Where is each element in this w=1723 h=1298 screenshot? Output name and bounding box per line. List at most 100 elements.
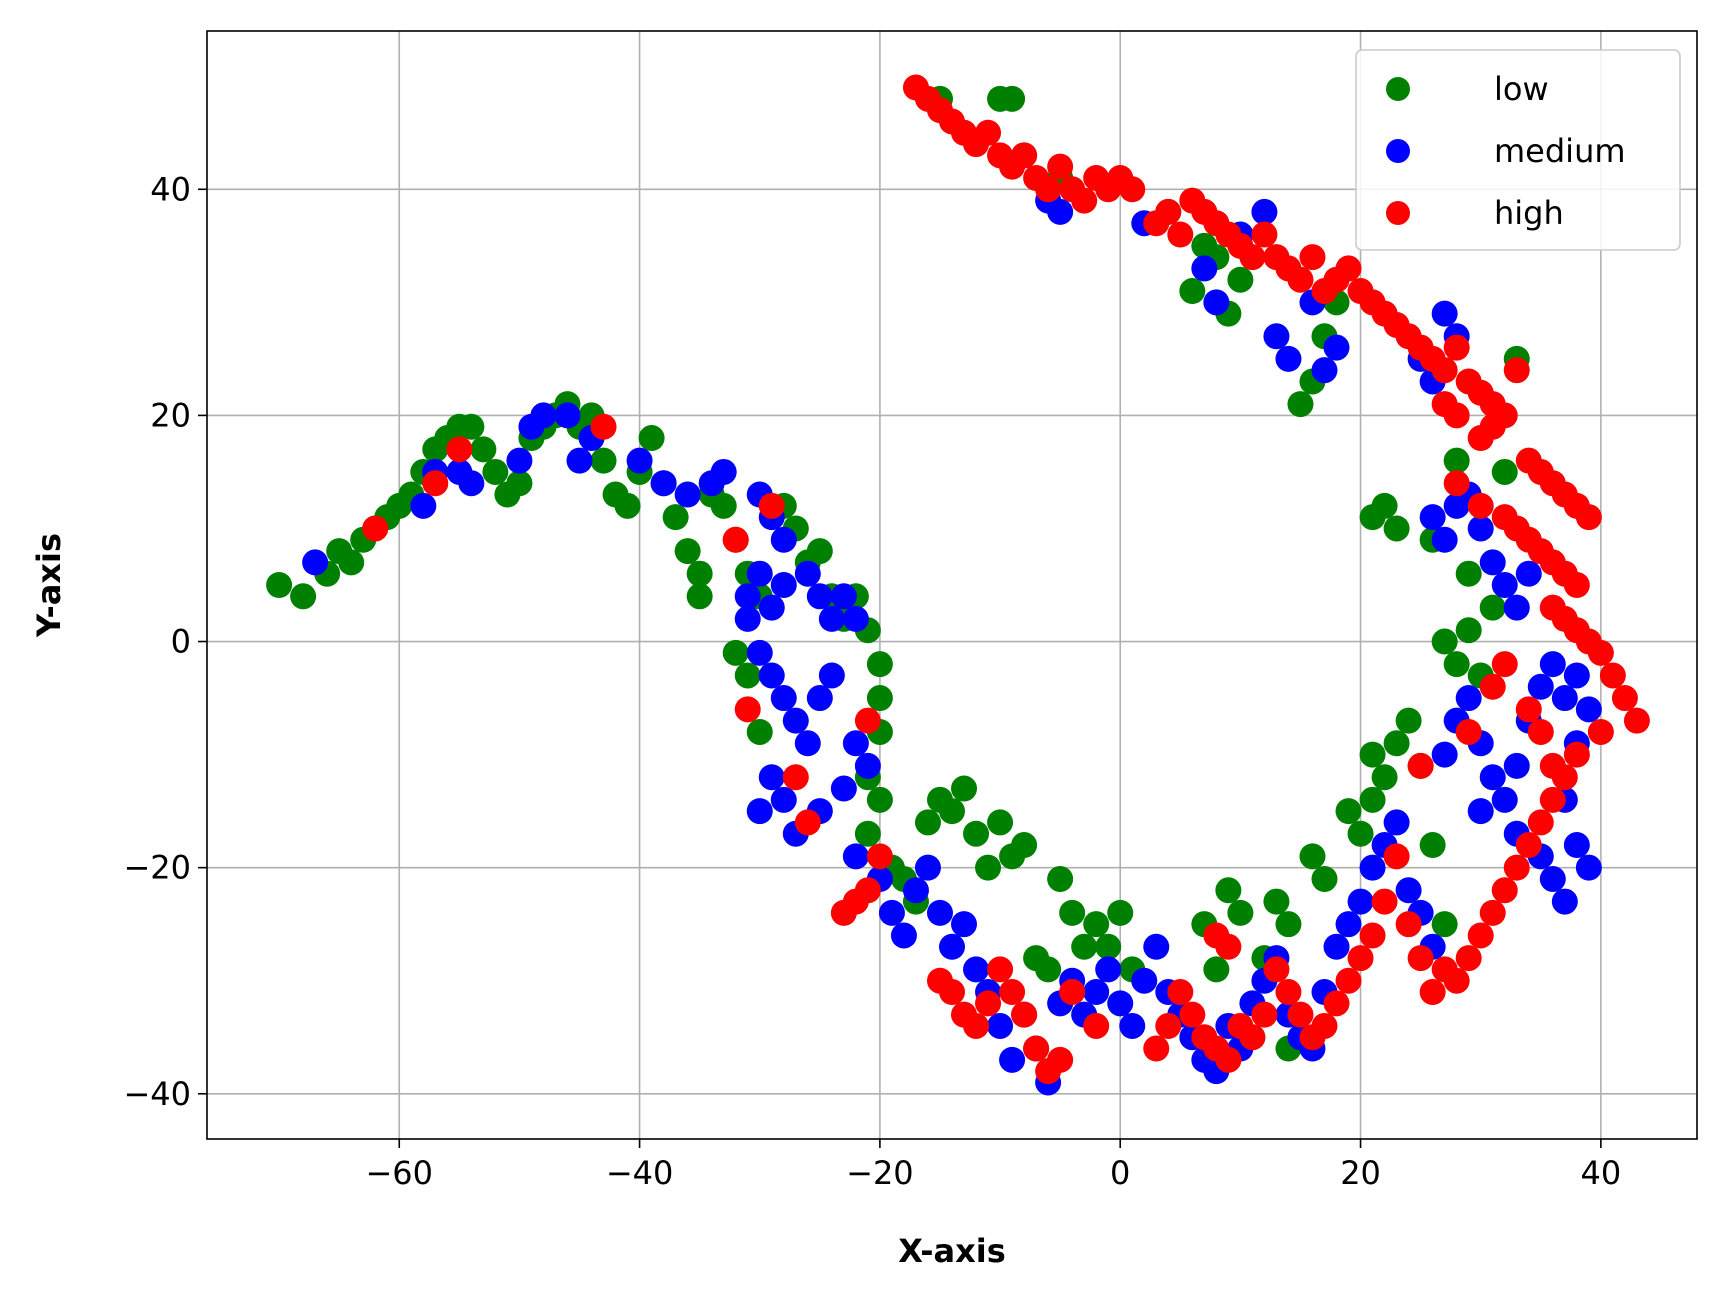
data-point-medium — [1143, 933, 1170, 960]
data-point-medium — [1191, 255, 1218, 282]
data-point-medium — [818, 662, 845, 689]
data-point-medium — [830, 583, 857, 610]
data-point-low — [722, 639, 749, 666]
data-point-medium — [830, 775, 857, 802]
data-point-high — [1611, 685, 1638, 712]
x-axis-label: X-axis — [898, 1232, 1006, 1270]
data-point-medium — [842, 605, 869, 632]
data-point-low — [1359, 741, 1386, 768]
data-point-medium — [842, 730, 869, 757]
data-point-high — [1047, 153, 1074, 180]
data-point-medium — [1539, 865, 1566, 892]
data-point-high — [1515, 832, 1542, 859]
data-point-high — [1059, 979, 1086, 1006]
data-point-low — [1227, 266, 1254, 293]
data-point-high — [734, 696, 761, 723]
data-point-high — [1083, 1012, 1110, 1039]
data-point-low — [1083, 911, 1110, 938]
data-point-high — [1455, 945, 1482, 972]
data-point-high — [1503, 357, 1530, 384]
data-point-low — [1275, 911, 1302, 938]
x-tick-label: 20 — [1340, 1154, 1381, 1192]
data-point-low — [1383, 515, 1410, 542]
data-point-high — [1443, 334, 1470, 361]
data-point-high — [1227, 1012, 1254, 1039]
data-point-high — [446, 436, 473, 463]
data-point-medium — [1119, 1012, 1146, 1039]
y-tick-label: −40 — [123, 1075, 191, 1113]
data-point-medium — [1203, 289, 1230, 316]
data-point-medium — [758, 662, 785, 689]
data-point-low — [1287, 391, 1314, 418]
data-point-medium — [734, 605, 761, 632]
legend-box — [1355, 49, 1681, 251]
data-point-high — [1011, 1001, 1038, 1028]
data-point-high — [1563, 741, 1590, 768]
data-point-high — [1251, 1001, 1278, 1028]
data-point-low — [987, 809, 1014, 836]
data-point-medium — [1347, 888, 1374, 915]
data-point-low — [1347, 820, 1374, 847]
data-point-high — [975, 990, 1002, 1017]
data-point-low — [866, 685, 893, 712]
data-point-low — [1095, 933, 1122, 960]
data-point-high — [1575, 504, 1602, 531]
data-point-high — [866, 843, 893, 870]
data-point-high — [1143, 1035, 1170, 1062]
data-point-low — [266, 572, 293, 598]
data-point-high — [794, 809, 821, 836]
data-point-low — [1383, 730, 1410, 757]
data-point-low — [1479, 594, 1506, 621]
data-point-medium — [1263, 323, 1290, 350]
data-point-medium — [710, 458, 737, 485]
data-point-high — [1587, 718, 1614, 745]
data-point-low — [614, 492, 641, 519]
data-point-low — [470, 436, 497, 463]
data-point-medium — [1431, 741, 1458, 768]
data-point-medium — [758, 764, 785, 791]
data-point-low — [1443, 447, 1470, 474]
x-tick-label: −20 — [846, 1154, 914, 1192]
data-point-low — [1431, 911, 1458, 938]
data-point-medium — [734, 583, 761, 610]
x-tick-label: 0 — [1110, 1154, 1130, 1192]
data-point-low — [1035, 956, 1062, 983]
legend-marker-high — [1386, 201, 1410, 225]
data-point-medium — [999, 1046, 1026, 1073]
data-point-high — [1527, 809, 1554, 836]
data-point-high — [1599, 662, 1626, 689]
data-point-high — [1407, 752, 1434, 779]
data-point-high — [1479, 899, 1506, 926]
data-point-low — [1215, 877, 1242, 904]
data-point-medium — [1083, 979, 1110, 1006]
data-point-medium — [806, 685, 833, 712]
data-point-medium — [890, 922, 917, 949]
data-point-low — [590, 447, 617, 474]
data-point-medium — [951, 911, 978, 938]
data-point-medium — [818, 605, 845, 632]
data-point-medium — [674, 481, 701, 508]
data-point-low — [1371, 764, 1398, 791]
data-point-low — [1395, 707, 1422, 734]
y-axis-label: Y-axis — [30, 533, 68, 638]
data-point-high — [1623, 707, 1650, 734]
legend-label-low: low — [1494, 70, 1549, 108]
y-tick-label: 20 — [150, 396, 191, 434]
data-point-medium — [770, 572, 797, 598]
data-point-low — [806, 538, 833, 565]
data-point-medium — [926, 899, 953, 926]
data-point-high — [1539, 752, 1566, 779]
data-point-low — [1419, 832, 1446, 859]
data-point-high — [1323, 990, 1350, 1017]
y-tick-label: 40 — [150, 170, 191, 208]
data-point-high — [1215, 933, 1242, 960]
data-point-low — [963, 820, 990, 847]
data-point-high — [1443, 470, 1470, 497]
data-point-high — [1011, 142, 1038, 169]
data-point-medium — [1479, 764, 1506, 791]
data-point-medium — [1335, 911, 1362, 938]
data-point-medium — [1575, 854, 1602, 881]
data-point-medium — [1515, 560, 1542, 587]
data-point-low — [1443, 651, 1470, 678]
data-point-low — [338, 549, 365, 576]
